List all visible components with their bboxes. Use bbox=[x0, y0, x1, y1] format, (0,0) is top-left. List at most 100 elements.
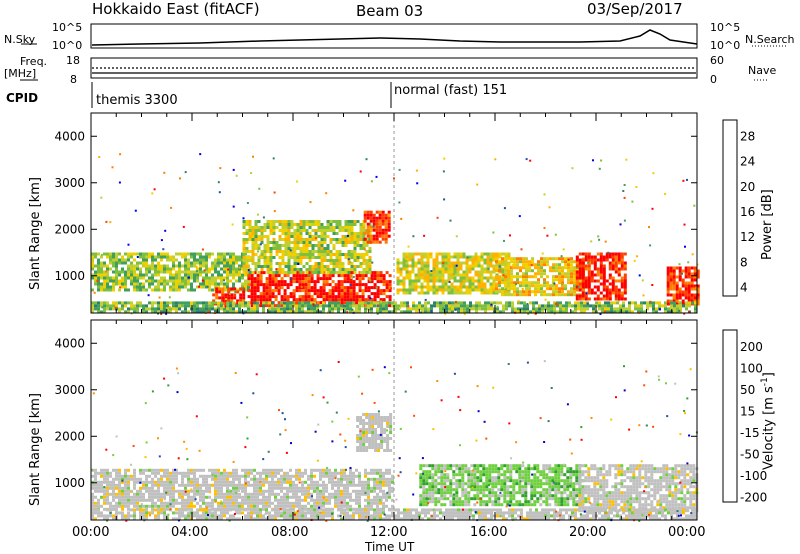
rti-cell bbox=[507, 287, 510, 291]
rti-cell bbox=[459, 291, 463, 295]
rti-cell bbox=[468, 276, 472, 280]
rti-speckle bbox=[598, 238, 601, 241]
rti-cell bbox=[172, 301, 175, 305]
rti-cell bbox=[157, 279, 160, 283]
rti-cell bbox=[652, 307, 655, 311]
rti-cell bbox=[272, 247, 276, 250]
rti-cell bbox=[233, 296, 237, 300]
rti-cell bbox=[431, 485, 435, 489]
rti-speckle bbox=[206, 285, 209, 288]
rti-cell bbox=[435, 258, 439, 262]
rti-cell bbox=[575, 261, 579, 265]
rti-cell bbox=[379, 280, 383, 284]
rti-cell bbox=[403, 304, 406, 308]
rti-cell bbox=[325, 280, 329, 284]
rti-cell bbox=[106, 480, 109, 484]
rti-speckle bbox=[140, 284, 143, 287]
rti-cell bbox=[242, 262, 246, 265]
rti-cell bbox=[322, 504, 325, 508]
rti-cell bbox=[253, 495, 256, 499]
rti-cell bbox=[432, 270, 436, 274]
rti-cell bbox=[619, 310, 622, 314]
rti-cell bbox=[166, 252, 169, 256]
rti-cell bbox=[124, 276, 127, 280]
rti-cell bbox=[538, 307, 541, 311]
rti-cell bbox=[295, 504, 298, 508]
rti-cell bbox=[543, 269, 546, 273]
rti-cell bbox=[266, 235, 270, 238]
rti-cell bbox=[299, 241, 303, 244]
rti-cell bbox=[323, 256, 327, 259]
rti-cell bbox=[426, 264, 430, 268]
rti-speckle bbox=[163, 171, 166, 174]
freq-panel-frame bbox=[90, 57, 698, 79]
rti-cell bbox=[319, 471, 322, 475]
rti-cell bbox=[414, 276, 418, 280]
rti-cell bbox=[253, 483, 256, 487]
rti-cell bbox=[295, 310, 298, 314]
rti-cell bbox=[112, 504, 115, 508]
rti-cell bbox=[631, 301, 634, 305]
rti-cell bbox=[139, 468, 142, 472]
rti-cell bbox=[284, 223, 288, 226]
rti-cell bbox=[429, 255, 433, 259]
rti-cell bbox=[368, 256, 372, 259]
rti-cell bbox=[349, 477, 352, 481]
rti-cell bbox=[358, 277, 362, 281]
rti-cell bbox=[428, 473, 432, 477]
rti-cell bbox=[172, 261, 175, 265]
rti-cell bbox=[538, 304, 541, 308]
rti-cell bbox=[391, 486, 394, 490]
rti-cell bbox=[256, 304, 259, 308]
rti-cell bbox=[103, 261, 106, 265]
rti-cell bbox=[202, 310, 205, 314]
rti-cell bbox=[250, 310, 253, 314]
rti-cell bbox=[596, 294, 600, 298]
rti-cell bbox=[223, 285, 226, 289]
rti-cell bbox=[220, 495, 223, 499]
rti-cell bbox=[193, 492, 196, 496]
rti-cell bbox=[298, 301, 301, 305]
rti-cell bbox=[317, 241, 321, 244]
rti-speckle bbox=[525, 158, 528, 161]
rti-cell bbox=[290, 241, 294, 244]
rti-cell bbox=[298, 298, 302, 302]
rti-cell bbox=[301, 280, 305, 284]
rti-cell bbox=[151, 310, 154, 314]
rti-cell bbox=[365, 244, 369, 247]
rti-cell bbox=[359, 262, 363, 265]
rti-cell bbox=[492, 288, 496, 292]
rti-cell bbox=[355, 489, 358, 493]
rti-cell bbox=[477, 255, 481, 259]
rti-cell bbox=[272, 271, 276, 274]
rti-cell bbox=[256, 489, 259, 493]
rti-cell bbox=[540, 287, 543, 291]
rti-cell bbox=[331, 307, 334, 311]
rti-cell bbox=[256, 295, 260, 299]
rti-cell bbox=[361, 489, 364, 493]
rti-cell bbox=[163, 483, 166, 487]
rti-cell bbox=[358, 286, 362, 290]
rti-cell bbox=[106, 285, 109, 289]
rti-cell bbox=[266, 220, 270, 223]
rti-cell bbox=[366, 225, 370, 229]
rti-cell bbox=[280, 495, 283, 499]
rti-cell bbox=[367, 286, 371, 290]
rti-speckle bbox=[258, 187, 261, 190]
rti-cell bbox=[136, 477, 139, 481]
rti-cell bbox=[364, 286, 368, 290]
rti-cell bbox=[358, 295, 362, 299]
rti-cell bbox=[356, 244, 360, 247]
rti-speckle bbox=[216, 262, 219, 265]
rti-cell bbox=[250, 277, 254, 281]
rti-cell bbox=[265, 286, 269, 290]
rti-cell bbox=[239, 287, 243, 291]
rti-cell bbox=[417, 273, 421, 277]
rti-cell bbox=[133, 252, 136, 256]
rti-speckle bbox=[415, 169, 418, 172]
rti-cell bbox=[199, 474, 202, 478]
rti-cell bbox=[263, 265, 267, 268]
rti-cell bbox=[308, 241, 312, 244]
rti-cell bbox=[437, 497, 441, 501]
rti-cell bbox=[501, 290, 504, 294]
